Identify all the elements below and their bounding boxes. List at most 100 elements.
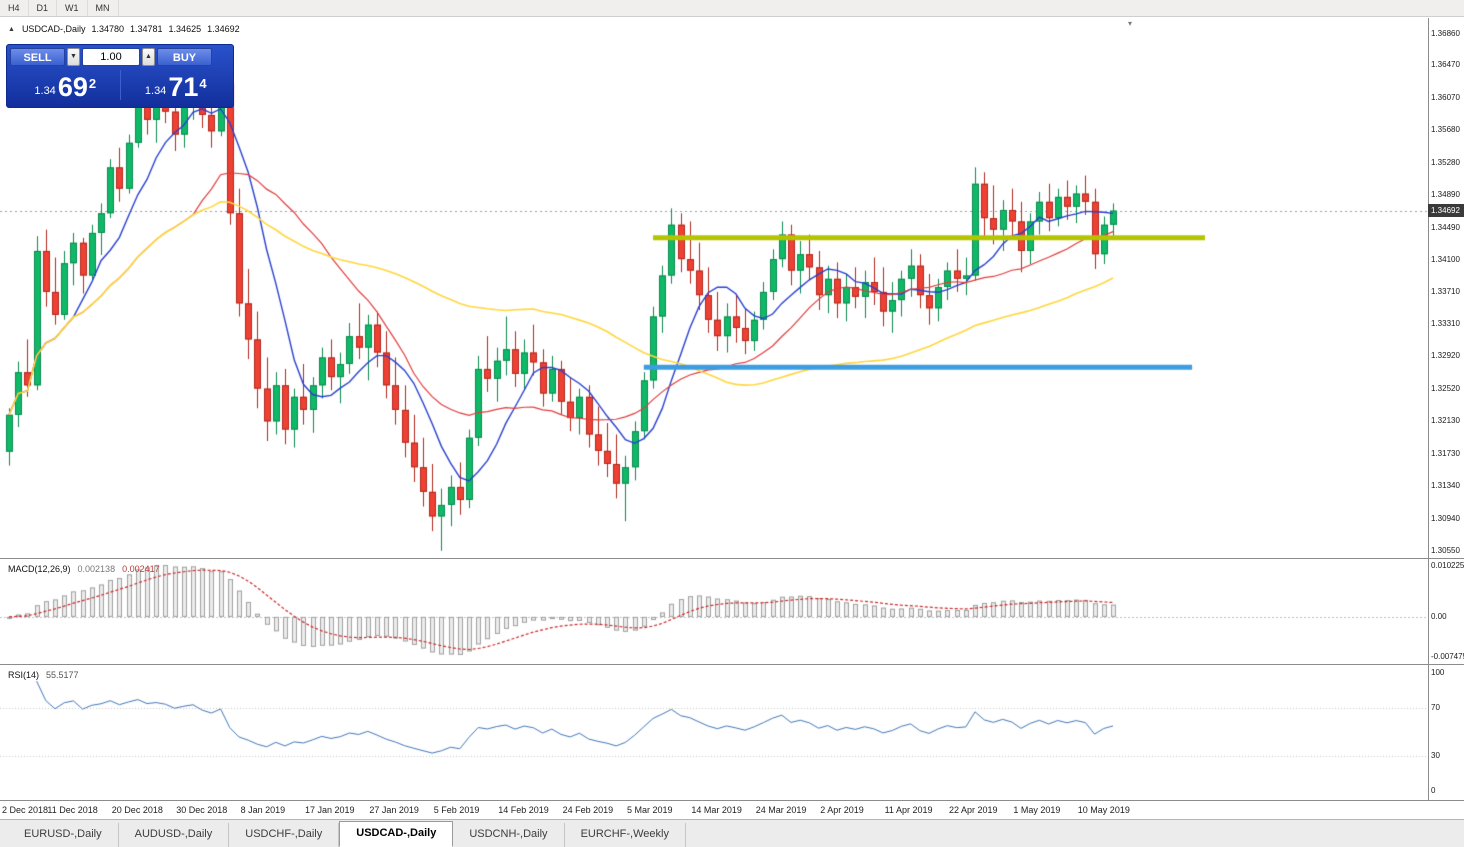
macd-value-signal: 0.002417 [122,564,160,574]
price-scale-label: 1.36470 [1431,60,1460,70]
date-label: 30 Dec 2018 [176,805,228,815]
rsi-label-row: RSI(14) 55.5177 [8,670,79,680]
chart-tab-bar: EURUSD-,Daily AUDUSD-,Daily USDCHF-,Daily U… [0,819,1464,847]
macd-label-row: MACD(12,26,9) 0.002138 0.002417 [8,564,160,574]
price-scale-label: 1.34100 [1431,254,1460,264]
price-chart-panel: ▲ USDCAD-,Daily 1.34780 1.34781 1.34625 … [0,18,1464,558]
chart-header: ▲ USDCAD-,Daily 1.34780 1.34781 1.34625 … [8,24,240,34]
timeframe-button-d1[interactable]: D1 [29,0,58,16]
sell-price-point: 2 [88,76,97,91]
date-label: 2 Dec 2018 [2,805,49,815]
sell-price-pips: 69 [57,72,88,102]
tab-usdcnh-daily[interactable]: USDCNH-,Daily [453,823,565,847]
volume-increase-button[interactable]: ▲ [142,48,155,66]
date-label: 1 May 2019 [1013,805,1061,815]
date-label: 2 Apr 2019 [820,805,864,815]
macd-value-main: 0.002138 [77,564,116,574]
price-scale[interactable]: 1.36860 1.36470 1.36070 1.35680 1.35280 1.348… [1428,18,1464,558]
spin-up-icon: ▲ [145,53,152,60]
buy-price[interactable]: 1.34 71 4 [121,68,231,102]
price-scale-label: 1.30940 [1431,513,1460,523]
macd-canvas[interactable] [0,559,1428,664]
date-label: 14 Feb 2019 [498,805,549,815]
timeframe-button-w1[interactable]: W1 [57,0,88,16]
macd-scale-label: 0.00 [1431,611,1447,621]
tab-audusd-daily[interactable]: AUDUSD-,Daily [119,823,230,847]
macd-scale-label: -0.0074750 [1431,652,1464,661]
tab-usdchf-daily[interactable]: USDCHF-,Daily [229,823,340,847]
timeframe-button-mn[interactable]: MN [88,0,119,16]
sell-price[interactable]: 1.34 69 2 [10,68,120,102]
timeframe-toolbar: H4 D1 W1 MN [0,0,1464,17]
date-label: 27 Jan 2019 [369,805,419,815]
price-chart-canvas[interactable] [0,18,1428,558]
date-label: 11 Apr 2019 [884,805,933,815]
spin-down-icon: ▼ [70,53,77,60]
date-label: 24 Mar 2019 [755,805,807,815]
chart-low-value: 1.34625 [168,24,202,34]
chart-close-value: 1.34692 [207,24,240,34]
sell-price-prefix: 1.34 [34,85,56,97]
date-label: 14 Mar 2019 [691,805,742,815]
rsi-scale-label: 30 [1431,750,1440,760]
rsi-scale[interactable]: 100 70 30 0 [1428,665,1464,800]
price-scale-label: 1.31340 [1431,480,1460,490]
buy-price-prefix: 1.34 [144,85,167,97]
volume-input[interactable] [82,48,140,66]
chart-symbol-label: USDCAD-,Daily [21,24,86,34]
price-scale-label: 1.36070 [1431,93,1460,103]
trade-controls-row: SELL ▼ ▲ BUY [10,48,230,66]
price-scale-label: 1.33710 [1431,286,1460,296]
date-label: 17 Jan 2019 [305,805,355,815]
current-price-badge: 1.34692 [1428,204,1464,218]
price-divider [119,70,121,100]
chart-open-value: 1.34780 [91,24,124,34]
timeframe-buttons: H4 D1 W1 MN [0,0,119,16]
rsi-scale-label: 100 [1431,668,1445,677]
date-label: 22 Apr 2019 [949,805,998,815]
macd-panel: MACD(12,26,9) 0.002138 0.002417 0.010225… [0,558,1464,664]
date-label: 24 Feb 2019 [562,805,614,815]
date-label: 20 Dec 2018 [111,805,163,815]
one-click-collapse-icon[interactable]: ▲ [8,25,15,33]
trade-prices-row: 1.34 69 2 1.34 71 4 [10,66,230,104]
price-scale-label: 1.31730 [1431,448,1460,458]
tab-usdcad-daily[interactable]: USDCAD-,Daily [339,821,454,847]
timeframe-button-h4[interactable]: H4 [0,0,29,16]
sell-button[interactable]: SELL [10,48,65,66]
rsi-value: 55.5177 [46,670,79,680]
date-label: 5 Mar 2019 [627,805,673,815]
date-label: 8 Jan 2019 [240,805,286,815]
price-scale-label: 1.32130 [1431,416,1460,426]
rsi-label: RSI(14) [8,670,40,680]
price-scale-label: 1.32920 [1431,351,1460,361]
price-scale-label: 1.34890 [1431,189,1460,199]
price-scale-label: 1.30550 [1431,545,1460,555]
price-scale-label: 1.35680 [1431,125,1460,135]
rsi-scale-label: 70 [1431,703,1440,713]
rsi-scale-label: 0 [1431,786,1436,795]
volume-decrease-button[interactable]: ▼ [67,48,80,66]
rsi-panel: RSI(14) 55.5177 100 70 30 0 [0,664,1464,800]
tab-eurusd-daily[interactable]: EURUSD-,Daily [8,823,119,847]
tab-eurchf-weekly[interactable]: EURCHF-,Weekly [565,823,686,847]
date-label: 10 May 2019 [1077,805,1130,815]
date-label: 11 Dec 2018 [47,805,98,815]
rsi-canvas[interactable] [0,665,1428,800]
price-scale-label: 1.35280 [1431,157,1460,167]
date-label: 5 Feb 2019 [433,805,480,815]
price-scale-label: 1.34490 [1431,222,1460,232]
chart-high-value: 1.34781 [130,24,163,34]
price-scale-label: 1.32520 [1431,384,1460,394]
buy-price-pips: 71 [168,72,199,102]
macd-label: MACD(12,26,9) [8,564,71,574]
chart-shift-marker-icon[interactable]: ▾ [1128,19,1133,28]
buy-price-point: 4 [199,76,207,91]
price-scale-label: 1.33310 [1431,319,1460,329]
buy-button[interactable]: BUY [157,48,212,66]
date-axis[interactable]: 2 Dec 2018 11 Dec 2018 20 Dec 2018 30 Dec 2… [0,800,1464,819]
price-scale-label: 1.36860 [1431,28,1460,38]
